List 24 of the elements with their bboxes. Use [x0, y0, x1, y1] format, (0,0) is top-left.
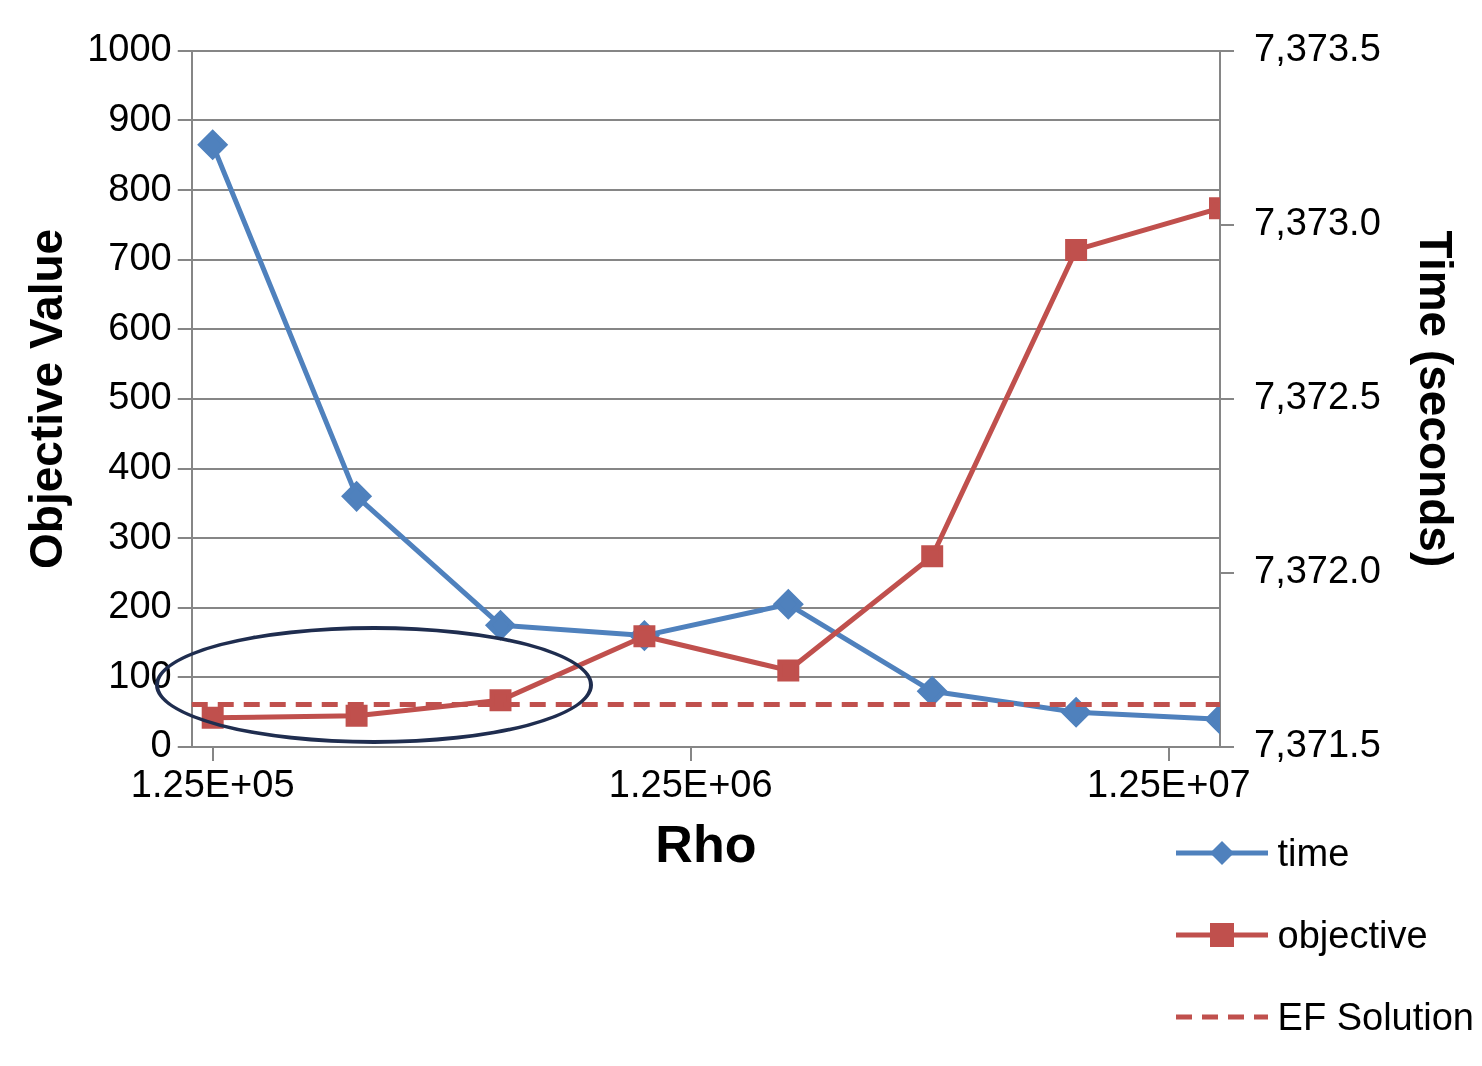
- y2-tick-label: 7,372.0: [1254, 549, 1381, 592]
- y-tick-label: 1000: [87, 27, 172, 70]
- legend-label: EF Solution: [1277, 995, 1474, 1039]
- y2-tick-label: 7,373.5: [1254, 27, 1381, 70]
- y-tick-label: 400: [108, 445, 172, 487]
- x-axis-title: Rho: [655, 815, 757, 874]
- y-tick-label: 900: [108, 96, 172, 139]
- y-tick-label: 800: [108, 166, 172, 209]
- legend-label: time: [1277, 831, 1350, 875]
- y2-tick-label: 7,373.0: [1254, 201, 1381, 244]
- x-tick-label: 1.25E+07: [1086, 763, 1251, 806]
- y2-axis-title: Time (seconds): [1409, 230, 1462, 568]
- y-tick-label: 200: [108, 584, 172, 627]
- legend-label: objective: [1277, 913, 1428, 957]
- x-tick-label: 1.25E+06: [608, 763, 773, 806]
- y-tick-label: 0: [150, 723, 172, 766]
- y2-tick-label: 7,371.5: [1254, 723, 1381, 766]
- x-tick-label: 1.25E+05: [130, 763, 295, 806]
- y-tick-label: 500: [108, 375, 172, 418]
- y-tick-label: 700: [108, 236, 172, 279]
- y-tick-label: 300: [108, 514, 172, 557]
- y-tick-label: 600: [108, 305, 172, 348]
- y2-tick-label: 7,372.5: [1254, 375, 1381, 418]
- y-axis-title: Objective Value: [20, 228, 73, 569]
